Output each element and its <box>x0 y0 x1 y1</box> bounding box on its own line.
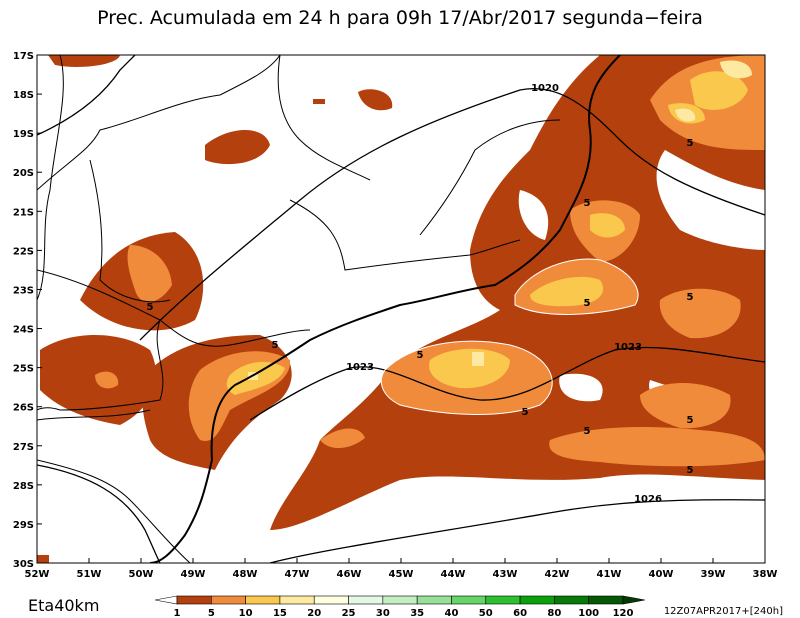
title: Prec. Acumulada em 24 h para 09h 17/Abr/… <box>97 7 703 29</box>
colorbar-segment <box>245 595 281 605</box>
x-tick-label: 52W <box>25 569 50 580</box>
x-tick-label: 43W <box>493 569 518 580</box>
colorbar-label: 15 <box>273 608 287 618</box>
colorbar-label: 35 <box>410 608 424 618</box>
y-tick-label: 29S <box>13 520 34 531</box>
colorbar-segment <box>416 595 452 605</box>
colorbar-label: 20 <box>307 608 321 618</box>
colorbar-end <box>154 595 178 605</box>
y-tick-label: 27S <box>13 442 34 453</box>
precip-label: 5 <box>687 415 694 426</box>
precip-label: 5 <box>687 465 694 476</box>
colorbar-segment <box>313 595 349 605</box>
colorbar-segment <box>554 595 589 605</box>
colorbar-label: 120 <box>613 608 634 618</box>
contour-labels: 1020 1023 1023 1026 5 5 5 5 5 5 5 5 5 5 … <box>147 83 694 505</box>
x-tick-label: 40W <box>649 569 674 580</box>
x-tick-label: 49W <box>181 569 206 580</box>
isobar-label: 1023 <box>346 362 374 373</box>
precip-label: 5 <box>147 302 154 313</box>
colorbar-segment <box>176 595 212 605</box>
y-tick-label: 17S <box>13 51 34 62</box>
x-tick-label: 39W <box>701 569 726 580</box>
isobar-label: 1026 <box>634 494 662 505</box>
y-tick-label: 30S <box>13 559 34 570</box>
colorbar-label: 40 <box>445 608 459 618</box>
map-area: 1020 1023 1023 1026 5 5 5 5 5 5 5 5 5 5 … <box>37 55 765 563</box>
precip-label: 5 <box>687 138 694 149</box>
x-tick-label: 51W <box>77 569 102 580</box>
isobar-label: 1023 <box>614 342 642 353</box>
colorbar-label: 60 <box>513 608 527 618</box>
colorbar-segment <box>451 595 487 605</box>
colorbar-segment <box>588 595 624 605</box>
x-tick-label: 44W <box>441 569 466 580</box>
x-tick-label: 41W <box>597 569 622 580</box>
y-tick-label: 25S <box>13 364 34 375</box>
model-name: Eta40km <box>28 596 99 615</box>
precip-label: 5 <box>272 340 279 351</box>
y-tick-label: 22S <box>13 246 34 257</box>
x-tick-label: 46W <box>337 569 362 580</box>
colorbar-label: 10 <box>239 608 253 618</box>
colorbar-label: 30 <box>376 608 390 618</box>
y-tick-label: 28S <box>13 481 34 492</box>
colorbar-label: 25 <box>342 608 356 618</box>
y-tick-label: 18S <box>13 90 34 101</box>
x-tick-label: 42W <box>545 569 570 580</box>
colorbar-segment <box>485 595 521 605</box>
x-tick-label: 47W <box>285 569 310 580</box>
x-tick-label: 50W <box>129 569 154 580</box>
colorbar-segment <box>279 595 315 605</box>
colorbar-end <box>622 595 646 605</box>
y-tick-label: 26S <box>13 403 34 414</box>
precip-label: 5 <box>584 198 591 209</box>
isobars <box>37 55 765 563</box>
y-tick-label: 24S <box>13 325 34 336</box>
coastline <box>149 55 621 563</box>
y-tick-label: 21S <box>13 207 34 218</box>
x-tick-label: 45W <box>389 569 414 580</box>
colorbar-segment <box>382 595 418 605</box>
borders <box>37 55 561 563</box>
precip-label: 5 <box>584 298 591 309</box>
colorbar-label: 100 <box>578 608 599 618</box>
colorbar-label: 50 <box>479 608 493 618</box>
precip-15-20 <box>248 60 752 380</box>
colorbar-label: 1 <box>174 608 181 618</box>
y-tick-label: 19S <box>13 129 34 140</box>
colorbar-segment <box>519 595 555 605</box>
precip-contours <box>380 258 639 415</box>
colorbar-segment <box>211 595 246 605</box>
precip-label: 5 <box>522 407 529 418</box>
y-tick-label: 20S <box>13 168 34 179</box>
colorbar-label: 5 <box>208 608 215 618</box>
colorbar-segment <box>348 595 384 605</box>
precip-10-15 <box>226 71 748 395</box>
colorbar-label: 80 <box>547 608 561 618</box>
precip-label: 5 <box>584 426 591 437</box>
run-label: 12Z07APR2017+[240h] <box>664 606 783 617</box>
precip-label: 5 <box>417 350 424 361</box>
x-tick-label: 38W <box>753 569 778 580</box>
isobar-label: 1020 <box>531 83 559 94</box>
x-tick-label: 48W <box>233 569 258 580</box>
y-tick-label: 23S <box>13 285 34 296</box>
precip-label: 5 <box>687 292 694 303</box>
